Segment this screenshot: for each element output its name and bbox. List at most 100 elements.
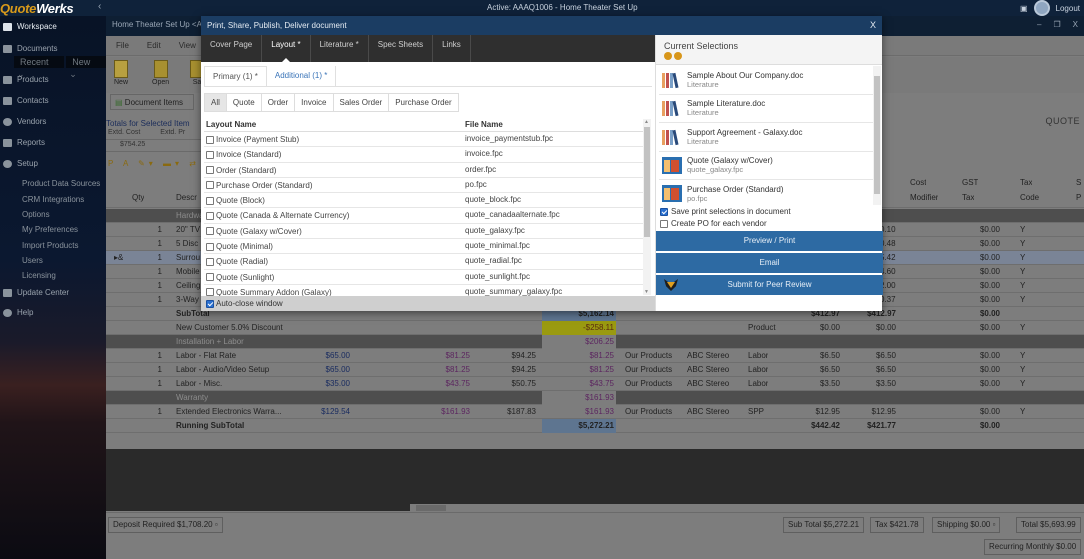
close-dialog-button[interactable]: X bbox=[869, 20, 876, 30]
table-row-group[interactable]: Installation + Labor $206.25 bbox=[106, 335, 1084, 349]
sidebar-item-vendors[interactable]: Vendors bbox=[3, 117, 46, 126]
sidebar-item-workspace[interactable]: Workspace bbox=[3, 22, 57, 31]
format-toolbar[interactable]: P A ✎▾ ▬▾ ⇄ bbox=[108, 159, 200, 168]
selection-item[interactable]: Sample Literature.doc Literature bbox=[659, 95, 874, 123]
email-button[interactable]: Email bbox=[656, 253, 883, 273]
layout-row[interactable]: Quote (Galaxy w/Cover) quote_galaxy.fpc bbox=[204, 224, 644, 240]
filter-quote[interactable]: Quote bbox=[225, 93, 262, 112]
layout-checkbox[interactable] bbox=[206, 135, 214, 144]
sidebar-item-products[interactable]: Products bbox=[3, 75, 49, 84]
table-row-running-subtotal[interactable]: Running SubTotal $5,272.21 $442.42 $421.… bbox=[106, 419, 1084, 433]
menu-file[interactable]: File bbox=[116, 41, 129, 50]
menu-view[interactable]: View bbox=[178, 41, 196, 50]
save-button[interactable]: Sa bbox=[190, 60, 204, 86]
move-selection-icon[interactable] bbox=[664, 52, 672, 60]
layout-row[interactable]: Invoice (Standard) invoice.fpc bbox=[204, 147, 644, 163]
table-row-discount[interactable]: New Customer 5.0% Discount -$258.11 Prod… bbox=[106, 321, 1084, 335]
selection-item[interactable]: Sample About Our Company.doc Literature bbox=[659, 66, 874, 95]
shipping-total[interactable]: Shipping $0.00 ▫ bbox=[932, 517, 1001, 533]
setup-item-licensing[interactable]: Licensing bbox=[22, 271, 56, 280]
close-window-icon[interactable]: X bbox=[1072, 20, 1078, 29]
tab-literature[interactable]: Literature * bbox=[311, 35, 369, 62]
table-row[interactable]: 1 Labor - Misc. $35.00 $43.75 $50.75 $43… bbox=[106, 377, 1084, 391]
new-dropdown[interactable]: New ⌄ bbox=[66, 56, 106, 79]
selection-item[interactable]: Quote (Galaxy w/Cover) quote_galaxy.fpc bbox=[659, 152, 874, 180]
scroll-up-icon[interactable]: ▲ bbox=[644, 119, 649, 125]
menu-edit[interactable]: Edit bbox=[146, 41, 161, 50]
layout-checkbox[interactable] bbox=[206, 227, 214, 236]
setup-item-import-products[interactable]: Import Products bbox=[22, 241, 79, 250]
minimize-icon[interactable]: – bbox=[1037, 20, 1042, 29]
preview-print-button[interactable]: Preview / Print bbox=[656, 231, 883, 251]
table-row[interactable]: 1 Extended Electronics Warra... $129.54 … bbox=[106, 405, 1084, 419]
tab-cover-page[interactable]: Cover Page bbox=[201, 35, 263, 62]
filter-all[interactable]: All bbox=[204, 93, 227, 112]
filter-sales-order[interactable]: Sales Order bbox=[332, 93, 390, 112]
layout-row[interactable]: Quote (Block) quote_block.fpc bbox=[204, 193, 644, 209]
layout-checkbox[interactable] bbox=[206, 242, 214, 251]
auto-close-checkbox[interactable] bbox=[206, 299, 214, 308]
save-selections-checkbox[interactable] bbox=[660, 207, 668, 216]
sidebar-item-reports[interactable]: Reports bbox=[3, 138, 45, 147]
save-selections-option[interactable]: Save print selections in document bbox=[660, 207, 791, 216]
layout-row[interactable]: Quote (Sunlight) quote_sunlight.fpc bbox=[204, 270, 644, 285]
sidebar-item-contacts[interactable]: Contacts bbox=[3, 96, 49, 105]
create-po-checkbox[interactable] bbox=[660, 219, 668, 228]
subtab-additional[interactable]: Additional (1) * bbox=[266, 66, 337, 86]
document-items-button[interactable]: ▤ Document Items bbox=[110, 94, 194, 110]
setup-item-crm-integrations[interactable]: CRM Integrations bbox=[22, 195, 85, 204]
restore-icon[interactable]: ❐ bbox=[1053, 20, 1061, 29]
sidebar-item-documents[interactable]: Documents bbox=[3, 44, 57, 53]
sidebar-item-help[interactable]: Help bbox=[3, 308, 33, 317]
tab-links[interactable]: Links bbox=[433, 35, 471, 62]
layout-row[interactable]: Purchase Order (Standard) po.fpc bbox=[204, 178, 644, 194]
layout-checkbox[interactable] bbox=[206, 257, 214, 266]
setup-item-users[interactable]: Users bbox=[22, 256, 43, 265]
collapse-sidebar-icon[interactable]: ‹ bbox=[98, 1, 102, 12]
table-row-group[interactable]: Warranty $161.93 bbox=[106, 391, 1084, 405]
selection-item[interactable]: Purchase Order (Standard) po.fpc bbox=[659, 180, 874, 205]
filter-purchase-order[interactable]: Purchase Order bbox=[388, 93, 459, 112]
filter-invoice[interactable]: Invoice bbox=[294, 93, 334, 112]
deposit-required[interactable]: Deposit Required $1,708.20 ▫ bbox=[108, 517, 223, 533]
remove-selection-icon[interactable] bbox=[674, 52, 682, 60]
layout-checkbox[interactable] bbox=[206, 288, 214, 296]
table-row[interactable]: 1 Labor - Flat Rate $65.00 $81.25 $94.25… bbox=[106, 349, 1084, 363]
selections-scrollbar[interactable] bbox=[873, 66, 881, 205]
layout-checkbox[interactable] bbox=[206, 181, 214, 190]
tab-spec-sheets[interactable]: Spec Sheets bbox=[369, 35, 434, 62]
setup-item-options[interactable]: Options bbox=[22, 210, 50, 219]
layout-checkbox[interactable] bbox=[206, 166, 214, 175]
setup-item-product-data-sources[interactable]: Product Data Sources bbox=[22, 179, 101, 188]
setup-item-my-preferences[interactable]: My Preferences bbox=[22, 225, 79, 234]
create-po-option[interactable]: Create PO for each vendor bbox=[660, 219, 767, 228]
layout-row[interactable]: Quote (Radial) quote_radial.fpc bbox=[204, 254, 644, 270]
layout-table-scrollbar[interactable]: ▲ ▼ bbox=[643, 119, 651, 295]
logout-link[interactable]: Logout bbox=[1055, 3, 1080, 13]
layout-checkbox[interactable] bbox=[206, 211, 214, 220]
layout-row[interactable]: Quote (Canada & Alternate Currency) quote… bbox=[204, 208, 644, 224]
submit-peer-review-button[interactable]: Submit for Peer Review bbox=[656, 275, 883, 295]
auto-close-option[interactable]: Auto-close window bbox=[201, 296, 655, 311]
sidebar-item-setup[interactable]: Setup bbox=[3, 159, 38, 168]
layout-row[interactable]: Quote (Minimal) quote_minimal.fpc bbox=[204, 239, 644, 255]
layout-checkbox[interactable] bbox=[206, 273, 214, 282]
new-button[interactable]: New bbox=[114, 60, 128, 86]
avatar[interactable] bbox=[1033, 0, 1050, 16]
subtab-primary[interactable]: Primary (1) * bbox=[204, 66, 267, 86]
horizontal-scrollbar[interactable] bbox=[410, 504, 1084, 512]
layout-row[interactable]: Order (Standard) order.fpc bbox=[204, 163, 644, 178]
recent-dropdown[interactable]: Recent ⌄ bbox=[14, 56, 65, 79]
table-row[interactable]: 1 Labor - Audio/Video Setup $65.00 $81.2… bbox=[106, 363, 1084, 377]
scroll-down-icon[interactable]: ▼ bbox=[644, 289, 649, 295]
open-button[interactable]: Open bbox=[152, 60, 169, 86]
selection-item[interactable]: Support Agreement - Galaxy.doc Literature bbox=[659, 123, 874, 152]
sidebar-item-update-center[interactable]: Update Center bbox=[3, 288, 69, 297]
layout-row[interactable]: Invoice (Payment Stub) invoice_paymentstu… bbox=[204, 132, 644, 148]
filter-order[interactable]: Order bbox=[260, 93, 296, 112]
layout-row[interactable]: Quote Summary Addon (Galaxy) quote_summar… bbox=[204, 285, 644, 296]
layout-checkbox[interactable] bbox=[206, 196, 214, 205]
tab-layout[interactable]: Layout * bbox=[262, 35, 311, 62]
screen-icon[interactable]: ▣ bbox=[1019, 3, 1028, 13]
layout-checkbox[interactable] bbox=[206, 150, 214, 159]
